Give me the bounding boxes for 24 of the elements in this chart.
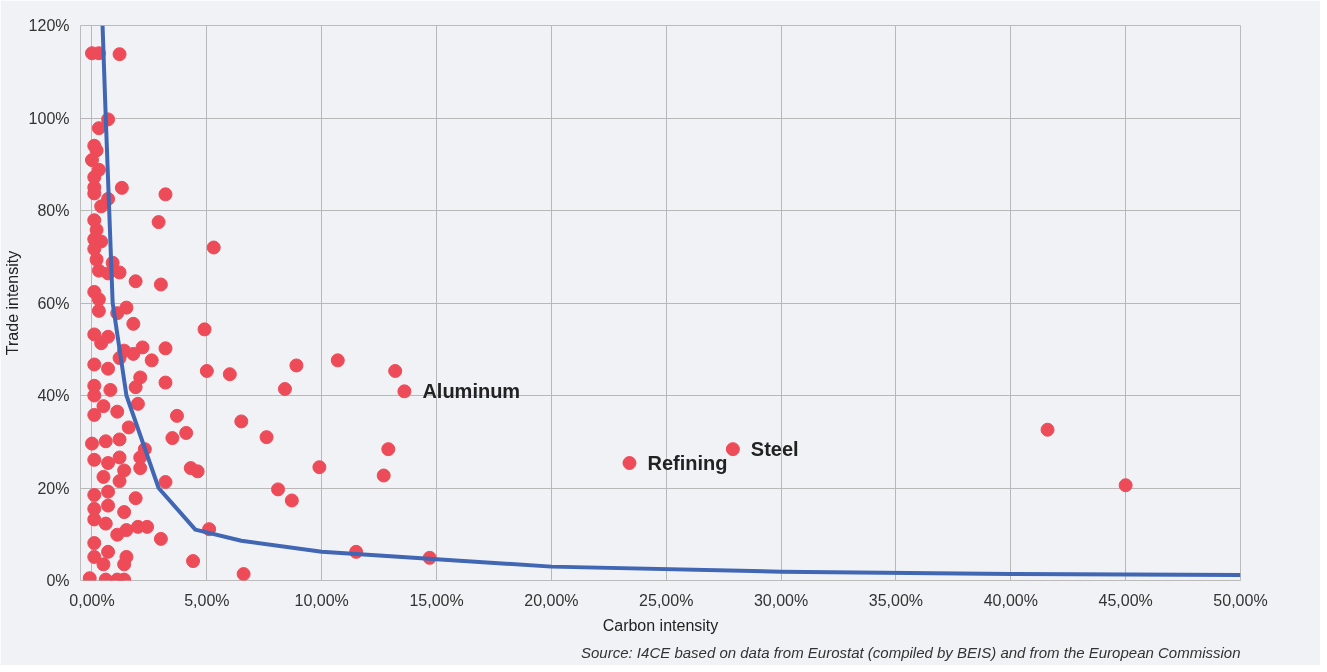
y-tick-label: 100% (28, 109, 70, 127)
annotation: Refining (647, 452, 728, 475)
y-tick-label: 80% (37, 202, 70, 219)
annotation: Steel (750, 438, 799, 461)
y-tick-label: 120% (28, 17, 70, 34)
x-tick-label: 15,00% (409, 591, 464, 609)
y-axis-title: Trade intensity (3, 250, 21, 356)
y-tick-label: 20% (37, 479, 70, 497)
x-tick-label: 40,00% (983, 591, 1038, 609)
y-tick-label: 0% (46, 572, 70, 589)
x-tick-label: 10,00% (294, 591, 349, 609)
y-tick-label: 60% (37, 294, 70, 312)
source-note: Source: I4CE based on data from Eurostat (compiled by BEIS) and from the European Commission (581, 643, 1241, 661)
x-tick-label: 30,00% (753, 591, 809, 609)
annotation: Aluminum (422, 380, 521, 403)
x-tick-label: 25,00% (639, 591, 694, 609)
x-tick-label: 35,00% (868, 591, 924, 609)
y-tick-label: 40% (37, 387, 70, 404)
x-tick-label: 5,00% (184, 591, 230, 609)
x-tick-label: 0,00% (69, 591, 115, 609)
x-tick-label: 20,00% (524, 591, 579, 609)
x-tick-label: 50,00% (1213, 591, 1268, 609)
x-tick-label: 45,00% (1098, 591, 1153, 609)
x-axis-title: Carbon intensity (602, 616, 719, 634)
